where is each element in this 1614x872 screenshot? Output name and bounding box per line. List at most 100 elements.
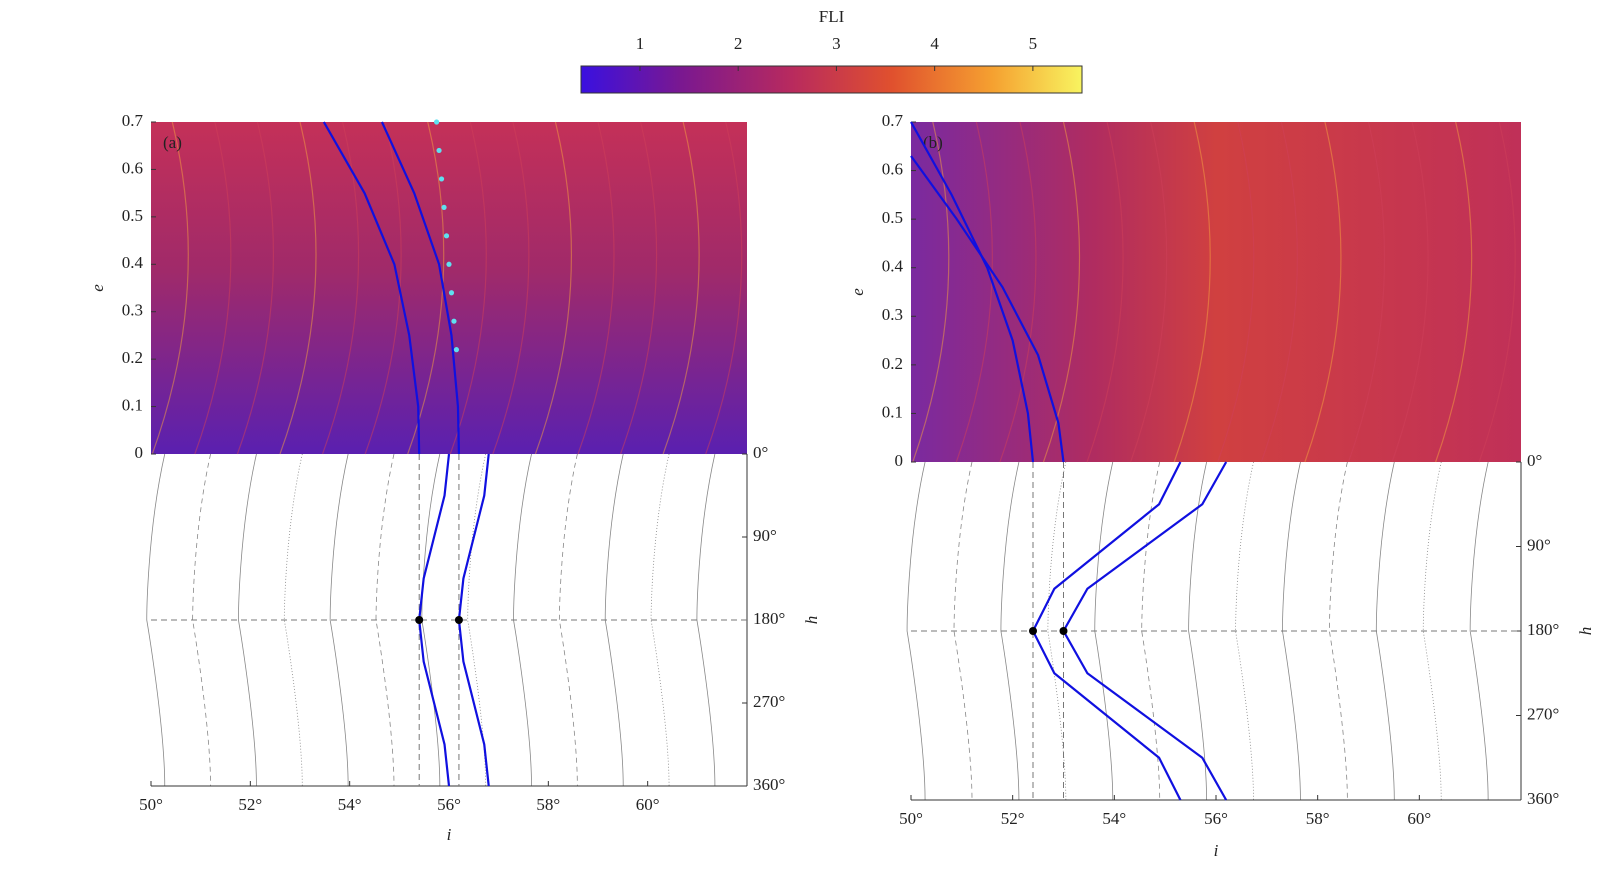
heatmap-streak (151, 121, 189, 455)
i-tick-label: 50° (899, 809, 923, 828)
heatmap-streak (449, 121, 487, 455)
point (454, 616, 463, 624)
heatmap-streak (999, 121, 1037, 463)
e-tick-label: 0.5 (882, 208, 903, 227)
heatmap-streak (279, 121, 317, 455)
contour (375, 453, 395, 787)
e-tick-label: 0.3 (882, 305, 903, 324)
e-tick-label: 0.4 (882, 257, 904, 276)
panel-label: (b) (923, 133, 943, 152)
heatmap-streak (1173, 121, 1211, 463)
contour (283, 453, 303, 787)
contour (650, 453, 670, 787)
contour (558, 453, 578, 787)
e-tick-label: 0.1 (882, 402, 903, 421)
heatmap-streak (577, 121, 615, 455)
colorbar (580, 65, 1083, 94)
contour (238, 453, 257, 787)
point (443, 233, 450, 239)
heatmap-streak (1086, 121, 1124, 463)
e-tick-label: 0.2 (882, 354, 903, 373)
y-axis-label: e (88, 284, 107, 292)
heatmap (151, 122, 747, 454)
colorbar-title: FLI (819, 7, 845, 26)
contour (329, 453, 349, 787)
y-axis-label: e (848, 288, 867, 296)
contour (1141, 461, 1161, 801)
h-tick-label: 270° (1527, 704, 1559, 723)
heatmap-streak (1304, 121, 1342, 463)
heatmap-streak (912, 121, 950, 463)
contour (1000, 461, 1020, 801)
h-tick-label: 90° (753, 526, 777, 545)
i-tick-label: 60° (1407, 809, 1431, 828)
heatmap-streak (1260, 121, 1298, 463)
i-tick-label: 54° (1102, 809, 1126, 828)
e-tick-label: 0.7 (882, 111, 904, 130)
h-tick-label: 180° (1527, 620, 1559, 639)
colorbar-tick-label: 3 (832, 34, 841, 53)
heatmap-streak (955, 121, 993, 463)
panel-label: (a) (163, 133, 182, 152)
h-tick-label: 90° (1527, 535, 1551, 554)
contour (192, 453, 211, 787)
heatmap-streak (1391, 121, 1429, 463)
heatmap-streak (662, 121, 700, 455)
h-axis-label: h (1576, 627, 1595, 636)
colorbar-tick-label: 5 (1029, 34, 1038, 53)
i-tick-label: 58° (1306, 809, 1330, 828)
heatmap-streak (322, 121, 360, 455)
i-tick-label: 58° (536, 795, 560, 814)
point (448, 290, 455, 296)
i-tick-label: 50° (139, 795, 163, 814)
h-tick-label: 360° (1527, 789, 1559, 808)
point (436, 147, 442, 154)
curve (322, 121, 421, 455)
e-tick-label: 0.6 (882, 159, 903, 178)
contour (467, 453, 487, 787)
contour (146, 453, 166, 787)
contour (1469, 461, 1489, 801)
i-tick-label: 56° (437, 795, 461, 814)
x-axis-label: i (1214, 841, 1219, 860)
i-tick-label: 54° (338, 795, 362, 814)
heatmap-streak (1217, 121, 1255, 463)
curve (380, 121, 461, 455)
colorbar-tick-label: 1 (636, 34, 645, 53)
i-tick-label: 52° (238, 795, 262, 814)
h-axis-label: h (802, 616, 821, 625)
e-tick-label: 0 (895, 451, 904, 470)
h-tick-label: 360° (753, 775, 785, 794)
i-tick-label: 56° (1204, 809, 1228, 828)
point (453, 347, 460, 353)
heatmap (911, 122, 1521, 462)
h-tick-label: 0° (753, 443, 768, 462)
e-tick-label: 0.6 (122, 158, 143, 177)
heatmap-streak (1478, 121, 1516, 463)
h-tick-label: 0° (1527, 451, 1542, 470)
point (433, 119, 440, 125)
e-tick-label: 0.3 (122, 301, 143, 320)
contour (953, 461, 973, 801)
h-tick-label: 270° (753, 692, 785, 711)
point (415, 616, 424, 624)
heatmap-streak (1435, 121, 1473, 463)
e-tick-label: 0.4 (122, 253, 144, 272)
point (446, 261, 452, 267)
point (1059, 627, 1068, 635)
point (438, 176, 445, 182)
x-axis-label: i (447, 825, 452, 844)
i-tick-label: 52° (1001, 809, 1025, 828)
colorbar-tick-label: 2 (734, 34, 743, 53)
e-tick-label: 0.7 (122, 111, 144, 130)
e-tick-label: 0.5 (122, 206, 143, 225)
heatmap-streak (1130, 121, 1168, 463)
contour (906, 461, 926, 801)
heatmap-streak (620, 121, 658, 455)
heatmap-streak (534, 121, 572, 455)
heatmap-streak (705, 121, 743, 455)
colorbar-tick-label: 4 (930, 34, 939, 53)
e-tick-label: 0.2 (122, 348, 143, 367)
heatmap-streak (194, 121, 232, 455)
